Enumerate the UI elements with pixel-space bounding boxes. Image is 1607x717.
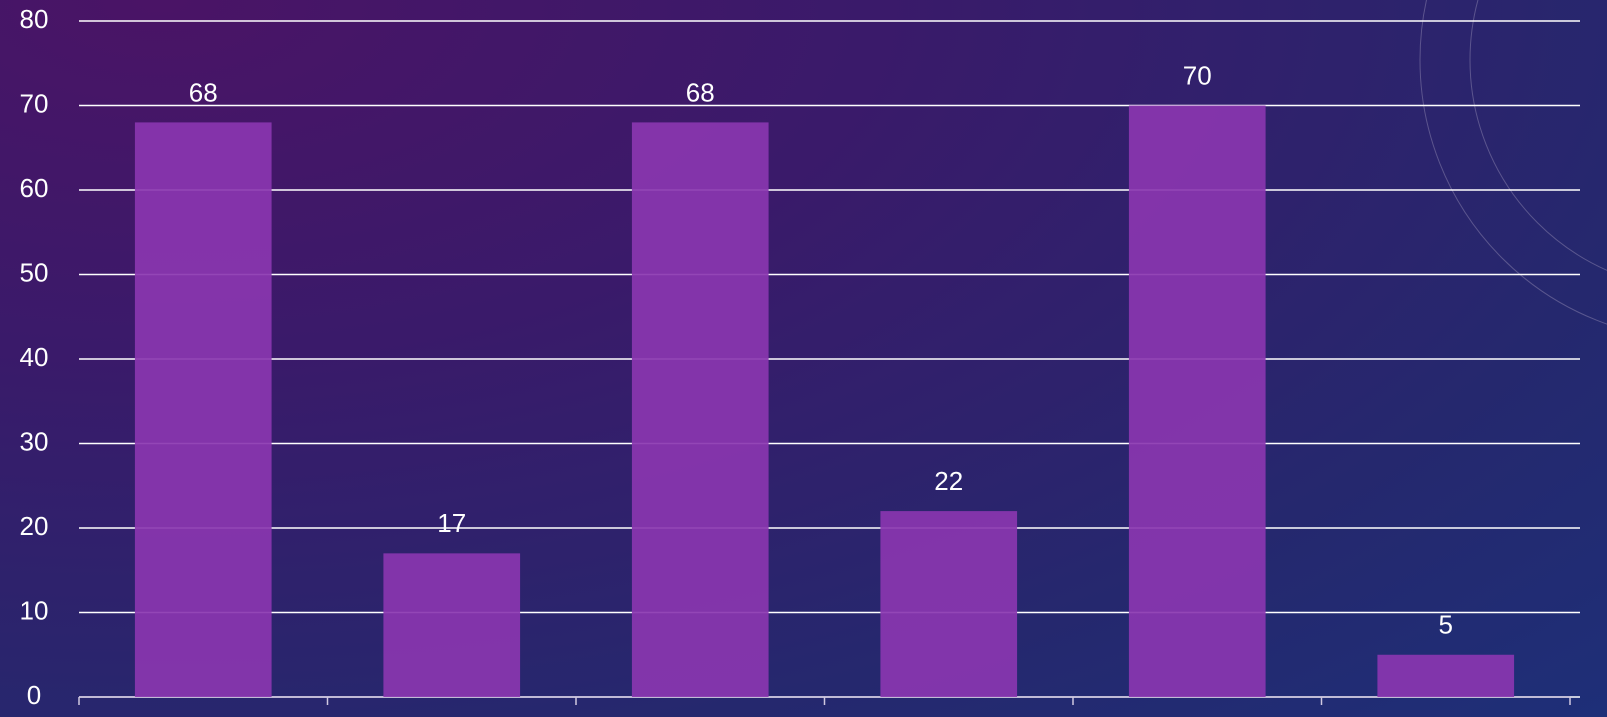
y-tick-label: 10 xyxy=(20,595,49,625)
y-tick-label: 80 xyxy=(20,4,49,34)
data-label: 68 xyxy=(686,77,715,107)
y-tick-label: 70 xyxy=(20,88,49,118)
bar xyxy=(1377,654,1515,697)
data-label: 5 xyxy=(1439,610,1453,640)
data-label: 70 xyxy=(1183,60,1212,90)
data-label: 22 xyxy=(934,466,963,496)
y-tick-label: 0 xyxy=(27,680,41,710)
y-tick-label: 40 xyxy=(20,342,49,372)
bar xyxy=(134,122,272,697)
bar xyxy=(880,511,1018,697)
y-tick-label: 30 xyxy=(20,426,49,456)
bar xyxy=(631,122,769,697)
bar xyxy=(1128,105,1266,697)
y-tick-label: 50 xyxy=(20,257,49,287)
bar xyxy=(383,553,521,697)
data-label: 17 xyxy=(437,508,466,538)
decor xyxy=(1419,0,1607,325)
y-tick-label: 60 xyxy=(20,173,49,203)
data-label: 68 xyxy=(189,77,218,107)
decor-ring xyxy=(1419,0,1607,325)
y-tick-label: 20 xyxy=(20,511,49,541)
decor-ring xyxy=(1469,0,1607,271)
